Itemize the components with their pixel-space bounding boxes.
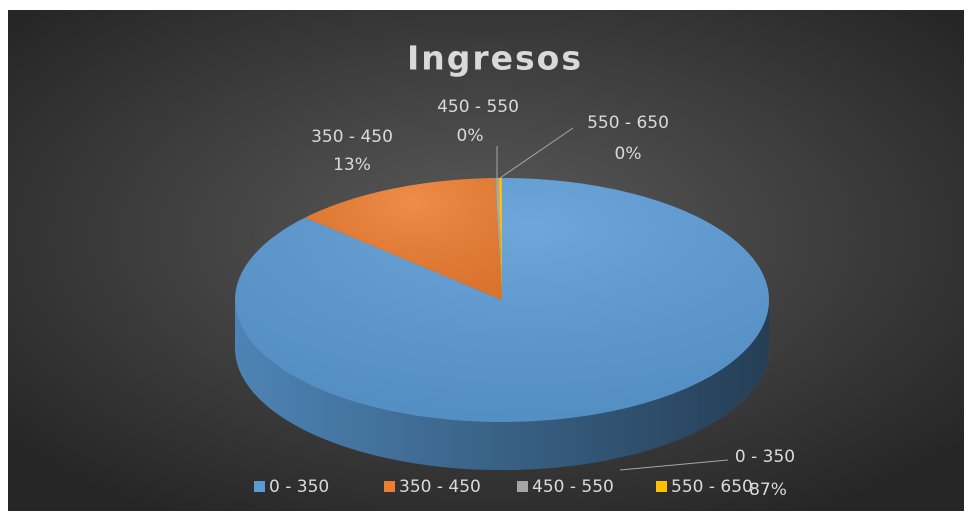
legend-swatch <box>656 481 667 492</box>
data-label-name: 350 - 450 <box>311 127 393 147</box>
legend-label: 350 - 450 <box>399 477 481 497</box>
legend-label: 550 - 650 <box>671 477 753 497</box>
data-label-value: 13% <box>333 155 371 175</box>
legend-swatch <box>517 481 528 492</box>
pie-slice-shine <box>305 178 502 300</box>
pie-slice-shine <box>495 178 502 300</box>
data-label-value: 0% <box>457 126 484 146</box>
data-label-name: 0 - 350 <box>735 447 795 467</box>
data-label-value: 0% <box>615 144 642 164</box>
leader-line <box>499 127 574 179</box>
legend-swatch <box>254 481 265 492</box>
data-label-value: 87% <box>749 480 787 500</box>
legend-swatch <box>384 481 395 492</box>
leader-line <box>619 459 729 471</box>
pie <box>235 178 769 470</box>
data-label-name: 450 - 550 <box>437 97 519 117</box>
legend-label: 0 - 350 <box>269 477 329 497</box>
legend-label: 450 - 550 <box>532 477 614 497</box>
data-label-name: 550 - 650 <box>587 113 669 133</box>
pie-side-shade <box>235 300 769 470</box>
pie-slice-shine <box>235 178 769 422</box>
chart-title: Ingresos <box>407 39 583 78</box>
pie-slice-shine <box>498 178 502 300</box>
